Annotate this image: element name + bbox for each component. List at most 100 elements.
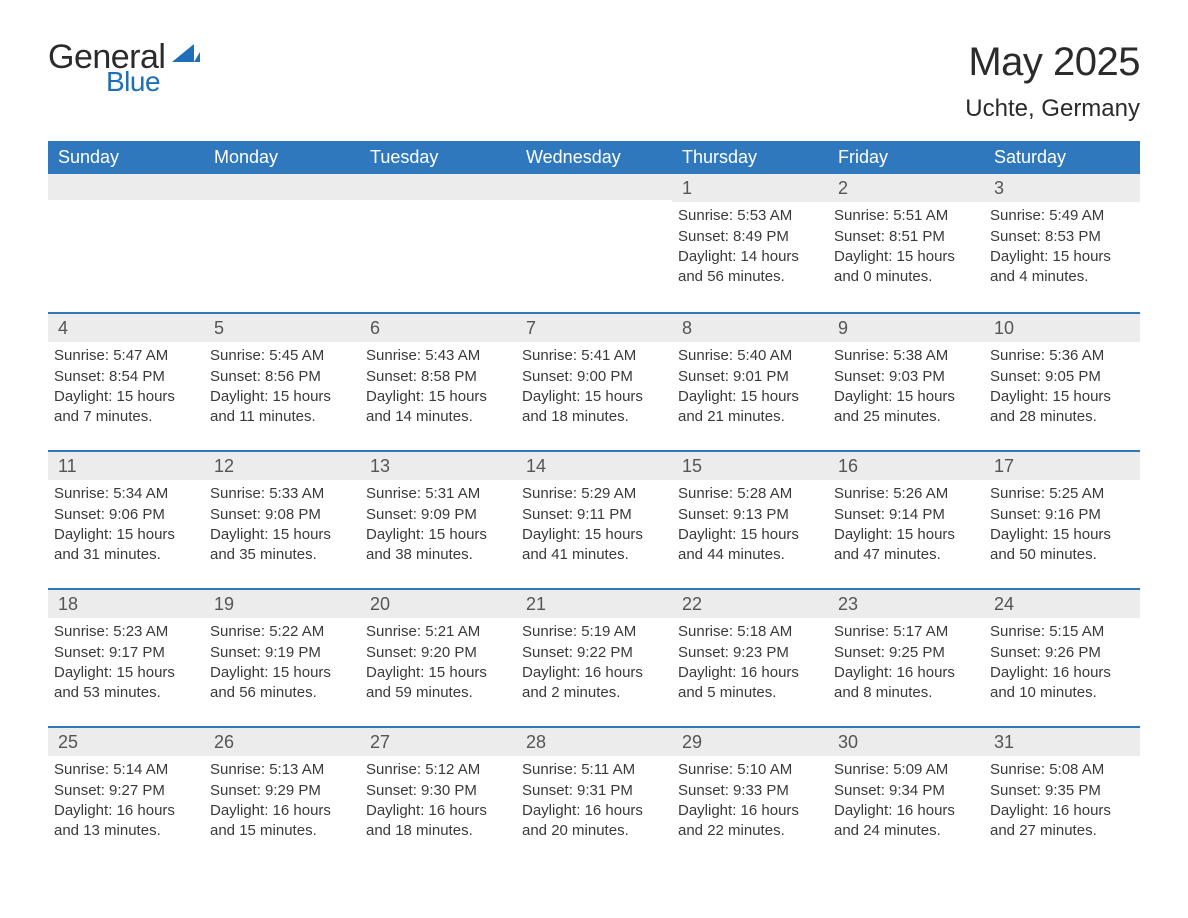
calendar-cell: 11Sunrise: 5:34 AMSunset: 9:06 PMDayligh…	[48, 450, 204, 588]
calendar-cell: 30Sunrise: 5:09 AMSunset: 9:34 PMDayligh…	[828, 726, 984, 864]
sunrise-text: Sunrise: 5:47 AM	[54, 346, 198, 366]
empty-daynum	[48, 174, 204, 200]
calendar-cell: 19Sunrise: 5:22 AMSunset: 9:19 PMDayligh…	[204, 588, 360, 726]
daylight-text: Daylight: 15 hours and 14 minutes.	[366, 387, 510, 428]
sunset-text: Sunset: 9:31 PM	[522, 781, 666, 801]
sunset-text: Sunset: 9:27 PM	[54, 781, 198, 801]
calendar-cell: 20Sunrise: 5:21 AMSunset: 9:20 PMDayligh…	[360, 588, 516, 726]
calendar-cell: 10Sunrise: 5:36 AMSunset: 9:05 PMDayligh…	[984, 312, 1140, 450]
sunrise-text: Sunrise: 5:34 AM	[54, 484, 198, 504]
calendar-cell: 21 Sunrise: 5:19 AMSunset: 9:22 PMDayligh…	[516, 588, 672, 726]
day-number: 23	[828, 588, 984, 618]
sunset-text: Sunset: 8:53 PM	[990, 227, 1134, 247]
sunset-text: Sunset: 8:56 PM	[210, 367, 354, 387]
daylight-text: Daylight: 15 hours and 44 minutes.	[678, 525, 822, 566]
calendar-cell: 12Sunrise: 5:33 AMSunset: 9:08 PMDayligh…	[204, 450, 360, 588]
calendar-header-row: Sunday Monday Tuesday Wednesday Thursday…	[48, 141, 1140, 174]
sunset-text: Sunset: 8:54 PM	[54, 367, 198, 387]
sunrise-text: Sunrise: 5:23 AM	[54, 622, 198, 642]
daylight-text: Daylight: 15 hours and 21 minutes.	[678, 387, 822, 428]
calendar-cell: 17Sunrise: 5:25 AMSunset: 9:16 PMDayligh…	[984, 450, 1140, 588]
daylight-text: Daylight: 16 hours and 24 minutes.	[834, 801, 978, 842]
day-header: Thursday	[672, 141, 828, 174]
sunrise-text: Sunrise: 5:26 AM	[834, 484, 978, 504]
daylight-text: Daylight: 15 hours and 41 minutes.	[522, 525, 666, 566]
calendar-cell	[516, 174, 672, 312]
sunset-text: Sunset: 9:22 PM	[522, 643, 666, 663]
logo-triangle-icon	[172, 40, 200, 66]
calendar-cell: 9Sunrise: 5:38 AMSunset: 9:03 PMDaylight…	[828, 312, 984, 450]
sunset-text: Sunset: 9:26 PM	[990, 643, 1134, 663]
empty-daynum	[516, 174, 672, 200]
sunset-text: Sunset: 9:03 PM	[834, 367, 978, 387]
sunrise-text: Sunrise: 5:51 AM	[834, 206, 978, 226]
day-number: 21	[516, 588, 672, 618]
sunrise-text: Sunrise: 5:13 AM	[210, 760, 354, 780]
calendar-cell: 16Sunrise: 5:26 AMSunset: 9:14 PMDayligh…	[828, 450, 984, 588]
sunrise-text: Sunrise: 5:29 AM	[522, 484, 666, 504]
sunset-text: Sunset: 9:25 PM	[834, 643, 978, 663]
sunset-text: Sunset: 8:49 PM	[678, 227, 822, 247]
daylight-text: Daylight: 16 hours and 2 minutes.	[522, 663, 666, 704]
day-number: 19	[204, 588, 360, 618]
location: Uchte, Germany	[965, 95, 1140, 123]
calendar-week: 18Sunrise: 5:23 AMSunset: 9:17 PMDayligh…	[48, 588, 1140, 726]
calendar-cell: 24 Sunrise: 5:15 AMSunset: 9:26 PMDayligh…	[984, 588, 1140, 726]
day-number: 22	[672, 588, 828, 618]
day-header: Monday	[204, 141, 360, 174]
calendar-cell: 2Sunrise: 5:51 AMSunset: 8:51 PMDaylight…	[828, 174, 984, 312]
daylight-text: Daylight: 15 hours and 59 minutes.	[366, 663, 510, 704]
calendar-cell: 31Sunrise: 5:08 AMSunset: 9:35 PMDayligh…	[984, 726, 1140, 864]
daylight-text: Daylight: 16 hours and 8 minutes.	[834, 663, 978, 704]
sunset-text: Sunset: 9:11 PM	[522, 505, 666, 525]
sunrise-text: Sunrise: 5:40 AM	[678, 346, 822, 366]
day-number: 11	[48, 450, 204, 480]
sunset-text: Sunset: 9:08 PM	[210, 505, 354, 525]
day-number: 30	[828, 726, 984, 756]
sunrise-text: Sunrise: 5:53 AM	[678, 206, 822, 226]
daylight-text: Daylight: 16 hours and 15 minutes.	[210, 801, 354, 842]
day-number: 24	[984, 588, 1140, 618]
sunset-text: Sunset: 9:23 PM	[678, 643, 822, 663]
logo: General Blue	[48, 40, 200, 96]
header: General Blue May 2025 Uchte, Germany	[48, 40, 1140, 123]
sunrise-text: Sunrise: 5:25 AM	[990, 484, 1134, 504]
sunrise-text: Sunrise: 5:22 AM	[210, 622, 354, 642]
day-number: 8	[672, 312, 828, 342]
day-number: 4	[48, 312, 204, 342]
day-number: 9	[828, 312, 984, 342]
day-number: 12	[204, 450, 360, 480]
day-number: 13	[360, 450, 516, 480]
sunrise-text: Sunrise: 5:19 AM	[522, 622, 666, 642]
sunset-text: Sunset: 9:05 PM	[990, 367, 1134, 387]
calendar-cell: 4Sunrise: 5:47 AMSunset: 8:54 PMDaylight…	[48, 312, 204, 450]
day-header: Sunday	[48, 141, 204, 174]
calendar-cell: 18Sunrise: 5:23 AMSunset: 9:17 PMDayligh…	[48, 588, 204, 726]
daylight-text: Daylight: 16 hours and 18 minutes.	[366, 801, 510, 842]
sunset-text: Sunset: 9:06 PM	[54, 505, 198, 525]
day-number: 1	[672, 174, 828, 202]
calendar-cell	[360, 174, 516, 312]
day-number: 17	[984, 450, 1140, 480]
daylight-text: Daylight: 16 hours and 5 minutes.	[678, 663, 822, 704]
day-header: Tuesday	[360, 141, 516, 174]
day-number: 31	[984, 726, 1140, 756]
daylight-text: Daylight: 15 hours and 47 minutes.	[834, 525, 978, 566]
day-number: 6	[360, 312, 516, 342]
daylight-text: Daylight: 16 hours and 10 minutes.	[990, 663, 1134, 704]
sunrise-text: Sunrise: 5:41 AM	[522, 346, 666, 366]
sunset-text: Sunset: 9:16 PM	[990, 505, 1134, 525]
sunset-text: Sunset: 9:01 PM	[678, 367, 822, 387]
sunrise-text: Sunrise: 5:21 AM	[366, 622, 510, 642]
sunrise-text: Sunrise: 5:38 AM	[834, 346, 978, 366]
sunrise-text: Sunrise: 5:15 AM	[990, 622, 1134, 642]
daylight-text: Daylight: 14 hours and 56 minutes.	[678, 247, 822, 288]
calendar-cell: 29Sunrise: 5:10 AMSunset: 9:33 PMDayligh…	[672, 726, 828, 864]
sunset-text: Sunset: 9:34 PM	[834, 781, 978, 801]
calendar-cell: 23Sunrise: 5:17 AMSunset: 9:25 PMDayligh…	[828, 588, 984, 726]
sunrise-text: Sunrise: 5:45 AM	[210, 346, 354, 366]
day-number: 18	[48, 588, 204, 618]
daylight-text: Daylight: 15 hours and 38 minutes.	[366, 525, 510, 566]
sunset-text: Sunset: 9:20 PM	[366, 643, 510, 663]
title-block: May 2025 Uchte, Germany	[965, 40, 1140, 123]
